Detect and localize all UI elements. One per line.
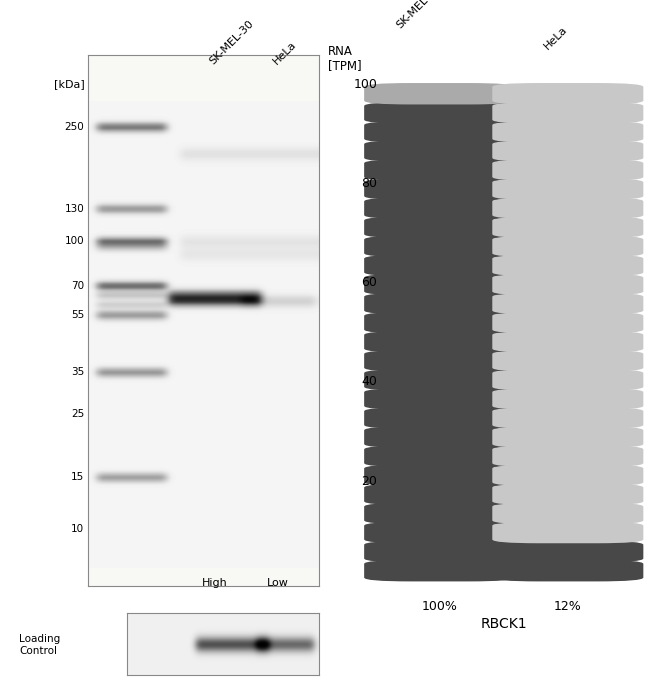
Text: 35: 35: [71, 367, 84, 377]
FancyBboxPatch shape: [364, 121, 515, 142]
FancyBboxPatch shape: [364, 274, 515, 295]
FancyBboxPatch shape: [364, 522, 515, 543]
Text: HeLa: HeLa: [271, 39, 298, 66]
FancyBboxPatch shape: [364, 350, 515, 371]
Text: HeLa: HeLa: [542, 24, 569, 51]
FancyBboxPatch shape: [492, 484, 644, 505]
FancyBboxPatch shape: [492, 102, 644, 123]
FancyBboxPatch shape: [492, 541, 644, 562]
FancyBboxPatch shape: [492, 522, 644, 543]
FancyBboxPatch shape: [492, 83, 644, 104]
FancyBboxPatch shape: [492, 408, 644, 429]
Text: 130: 130: [64, 204, 84, 214]
Text: [kDa]: [kDa]: [53, 79, 84, 89]
Text: 250: 250: [64, 122, 84, 132]
FancyBboxPatch shape: [492, 464, 644, 486]
FancyBboxPatch shape: [492, 178, 644, 200]
FancyBboxPatch shape: [364, 560, 515, 582]
FancyBboxPatch shape: [364, 216, 515, 238]
FancyBboxPatch shape: [364, 255, 515, 276]
FancyBboxPatch shape: [492, 331, 644, 353]
FancyBboxPatch shape: [364, 140, 515, 162]
FancyBboxPatch shape: [364, 293, 515, 314]
Text: 20: 20: [361, 475, 377, 488]
FancyBboxPatch shape: [492, 388, 644, 410]
FancyBboxPatch shape: [492, 255, 644, 276]
Text: 40: 40: [361, 375, 377, 388]
FancyBboxPatch shape: [492, 216, 644, 238]
Text: SK-MEL-30: SK-MEL-30: [207, 18, 255, 66]
FancyBboxPatch shape: [364, 503, 515, 524]
FancyBboxPatch shape: [364, 445, 515, 467]
FancyBboxPatch shape: [364, 369, 515, 390]
FancyBboxPatch shape: [364, 408, 515, 429]
Text: 70: 70: [71, 281, 84, 291]
Text: 25: 25: [71, 409, 84, 419]
Text: 15: 15: [71, 472, 84, 482]
Text: RBCK1: RBCK1: [480, 617, 527, 632]
FancyBboxPatch shape: [492, 312, 644, 334]
Text: 12%: 12%: [554, 600, 582, 613]
FancyBboxPatch shape: [364, 178, 515, 200]
FancyBboxPatch shape: [492, 369, 644, 390]
FancyBboxPatch shape: [364, 236, 515, 257]
Text: 100: 100: [353, 77, 377, 90]
FancyBboxPatch shape: [364, 464, 515, 486]
Text: SK-MEL-30: SK-MEL-30: [395, 0, 443, 31]
FancyBboxPatch shape: [492, 350, 644, 371]
FancyBboxPatch shape: [492, 197, 644, 219]
FancyBboxPatch shape: [364, 541, 515, 562]
FancyBboxPatch shape: [364, 388, 515, 410]
Text: 100%: 100%: [422, 600, 458, 613]
Text: RNA
[TPM]: RNA [TPM]: [328, 45, 362, 73]
FancyBboxPatch shape: [492, 121, 644, 142]
FancyBboxPatch shape: [492, 274, 644, 295]
FancyBboxPatch shape: [492, 503, 644, 524]
Text: 10: 10: [71, 523, 84, 534]
Text: Low: Low: [267, 577, 289, 588]
Text: 60: 60: [361, 276, 377, 289]
FancyBboxPatch shape: [364, 160, 515, 181]
FancyBboxPatch shape: [364, 197, 515, 219]
FancyBboxPatch shape: [364, 484, 515, 505]
FancyBboxPatch shape: [492, 560, 644, 582]
FancyBboxPatch shape: [364, 83, 515, 104]
FancyBboxPatch shape: [364, 312, 515, 334]
Text: 55: 55: [71, 310, 84, 320]
FancyBboxPatch shape: [492, 293, 644, 314]
Text: 80: 80: [361, 177, 377, 190]
FancyBboxPatch shape: [364, 331, 515, 353]
Text: 100: 100: [64, 236, 84, 247]
FancyBboxPatch shape: [364, 102, 515, 123]
FancyBboxPatch shape: [492, 445, 644, 467]
FancyBboxPatch shape: [364, 427, 515, 448]
FancyBboxPatch shape: [492, 236, 644, 257]
Text: High: High: [202, 577, 228, 588]
FancyBboxPatch shape: [492, 140, 644, 162]
Text: Loading
Control: Loading Control: [20, 634, 60, 656]
FancyBboxPatch shape: [492, 160, 644, 181]
FancyBboxPatch shape: [492, 427, 644, 448]
